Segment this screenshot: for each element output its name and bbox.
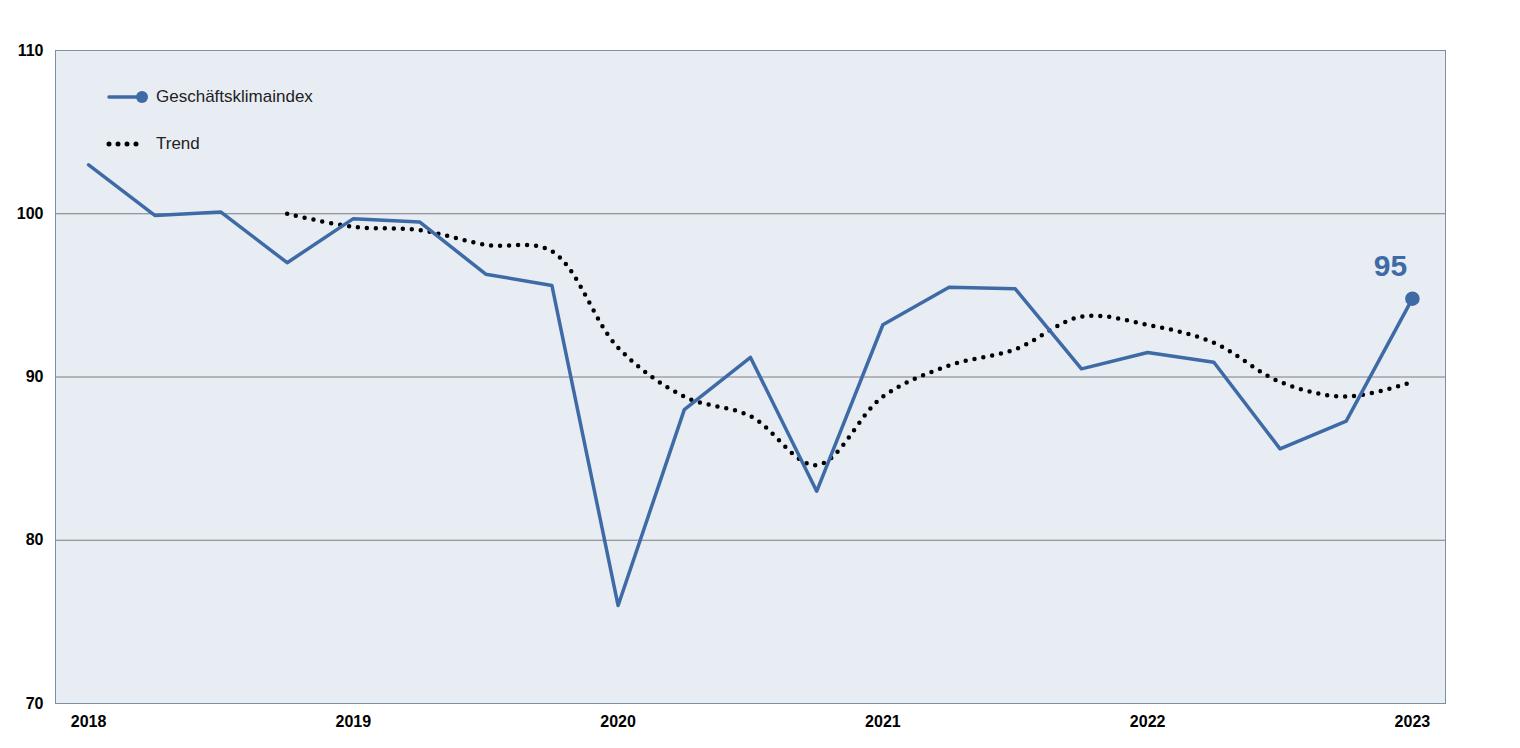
- svg-text:95: 95: [1374, 249, 1407, 282]
- html-text:Trend: Trend: [156, 134, 200, 153]
- svg-text:2021: 2021: [865, 713, 901, 730]
- svg-text:110: 110: [18, 42, 44, 59]
- svg-text:2019: 2019: [336, 713, 372, 730]
- svg-text:80: 80: [26, 531, 44, 548]
- html-text:Geschäftsklimaindex: Geschäftsklimaindex: [156, 87, 313, 106]
- svg-text:100: 100: [17, 205, 44, 222]
- svg-text:2020: 2020: [600, 713, 636, 730]
- svg-text:2022: 2022: [1130, 713, 1166, 730]
- svg-text:90: 90: [26, 368, 44, 385]
- svg-text:2018: 2018: [71, 713, 107, 730]
- svg-text:2023: 2023: [1395, 713, 1431, 730]
- svg-text:70: 70: [26, 695, 44, 712]
